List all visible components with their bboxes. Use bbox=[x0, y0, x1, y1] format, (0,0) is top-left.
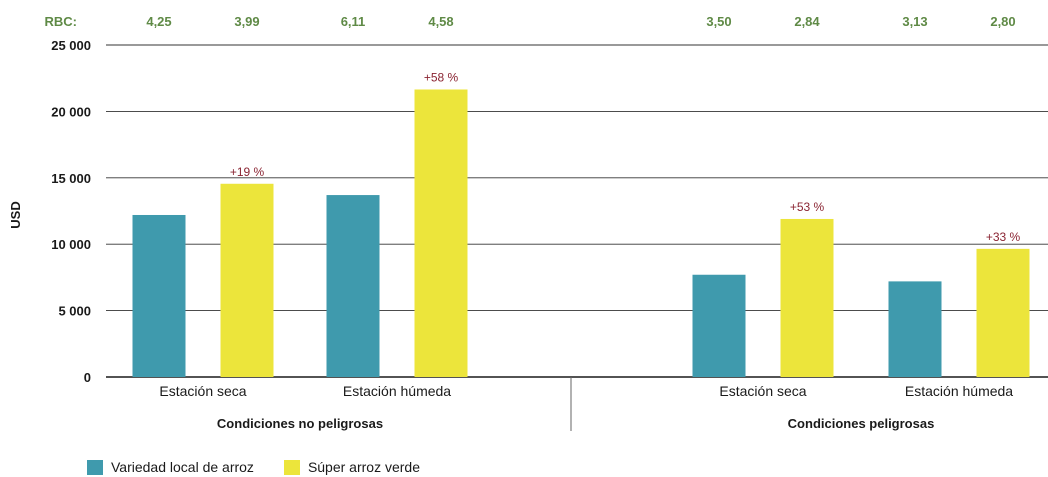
rbc-value: 3,50 bbox=[706, 14, 731, 29]
rbc-value: 2,80 bbox=[990, 14, 1015, 29]
group-labels: Condiciones no peligrosas Condiciones pel… bbox=[217, 377, 934, 431]
category-label: Estación seca bbox=[159, 383, 246, 399]
bar-green bbox=[414, 89, 468, 377]
bar-local bbox=[132, 214, 186, 377]
y-tick-label: 20 000 bbox=[51, 104, 91, 119]
rbc-label: RBC: bbox=[45, 14, 78, 29]
rbc-value: 6,11 bbox=[341, 14, 366, 29]
bars bbox=[132, 89, 1030, 377]
legend-label-local: Variedad local de arroz bbox=[111, 459, 254, 475]
y-tick-label: 5 000 bbox=[58, 304, 91, 319]
rbc-value: 4,58 bbox=[428, 14, 453, 29]
percent-label: +53 % bbox=[790, 200, 825, 214]
y-tick-label: 15 000 bbox=[51, 171, 91, 186]
bar-local bbox=[888, 281, 942, 377]
rbc-value: 3,99 bbox=[234, 14, 259, 29]
rbc-value: 3,13 bbox=[902, 14, 927, 29]
percent-labels: +19 % +58 % +53 % +33 % bbox=[230, 70, 1021, 243]
y-axis-label: USD bbox=[8, 201, 23, 228]
bar-local bbox=[692, 274, 746, 377]
category-label: Estación seca bbox=[719, 383, 806, 399]
legend-item-local: Variedad local de arroz bbox=[87, 459, 254, 475]
y-tick-label: 10 000 bbox=[51, 237, 91, 252]
bar-green bbox=[220, 183, 274, 377]
group-label: Condiciones peligrosas bbox=[788, 416, 935, 431]
y-tick-label: 0 bbox=[84, 370, 91, 385]
rbc-value: 4,25 bbox=[146, 14, 171, 29]
legend-item-green: Súper arroz verde bbox=[283, 459, 420, 475]
legend: Variedad local de arroz Súper arroz verd… bbox=[87, 459, 420, 475]
legend-swatch-local bbox=[87, 459, 103, 475]
legend-swatch-green bbox=[283, 459, 300, 475]
bar-green bbox=[976, 248, 1030, 377]
rbc-row: RBC: 4,25 6,11 3,50 3,13 3,99 4,58 2,84 2,80 bbox=[45, 14, 1016, 29]
category-label: Estación húmeda bbox=[905, 383, 1013, 399]
bar-local bbox=[326, 195, 380, 377]
rbc-value: 2,84 bbox=[794, 14, 820, 29]
y-tick-label: 25 000 bbox=[51, 38, 91, 53]
y-tick-labels: 0 5 000 10 000 15 000 20 000 25 000 bbox=[51, 38, 91, 385]
percent-label: +19 % bbox=[230, 165, 265, 179]
legend-label-green: Súper arroz verde bbox=[307, 459, 420, 475]
group-label: Condiciones no peligrosas bbox=[217, 416, 383, 431]
percent-label: +33 % bbox=[986, 230, 1021, 244]
category-labels: Estación seca Estación húmeda Estación sec… bbox=[159, 383, 1013, 399]
category-label: Estación húmeda bbox=[343, 383, 451, 399]
bar-green bbox=[780, 218, 834, 377]
percent-label: +58 % bbox=[424, 70, 459, 84]
